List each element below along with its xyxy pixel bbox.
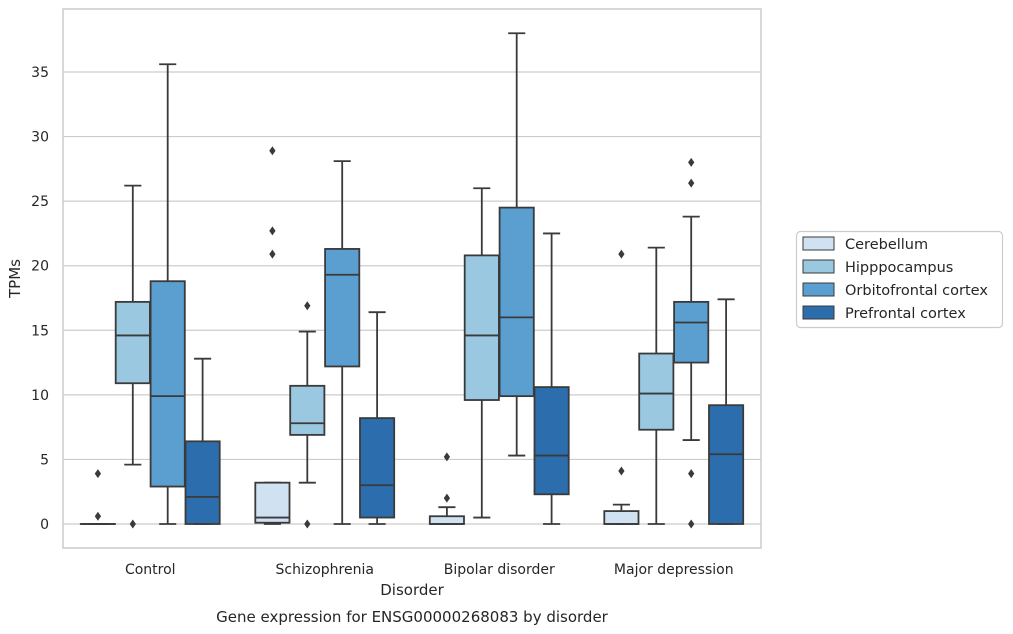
box-major-depression-orbitofrontal-cortex: [673, 157, 710, 529]
box-body: [708, 404, 745, 525]
y-axis-label: TPMs: [6, 259, 24, 299]
box-body: [533, 386, 570, 496]
y-tick-label: 5: [40, 452, 49, 468]
box-control-hipppocampus: [114, 184, 151, 529]
legend-swatch: [802, 236, 835, 251]
legend-label: Prefrontal cortex: [845, 306, 966, 322]
legend-swatch: [802, 282, 835, 297]
outlier-point: [688, 178, 695, 188]
outlier-point: [304, 301, 311, 311]
y-tick-label: 20: [31, 259, 49, 275]
legend: Cerebellum Hipppocampus Orbitofrontal cort…: [795, 230, 1004, 329]
box-bipolar-disorder-cerebellum: [428, 452, 465, 525]
box-schizophrenia-cerebellum: [254, 146, 291, 525]
box-body: [603, 510, 640, 525]
box-body: [254, 481, 291, 524]
box-control-cerebellum: [79, 469, 116, 525]
legend-item: Orbitofrontal cortex: [802, 282, 988, 299]
box-body: [673, 300, 710, 364]
legend-item: Hipppocampus: [802, 259, 953, 276]
box-body: [114, 300, 151, 385]
outlier-point: [269, 226, 276, 236]
box-schizophrenia-hipppocampus: [289, 301, 326, 529]
y-tick-label: 25: [31, 194, 49, 210]
outlier-point: [688, 469, 695, 479]
box-control-prefrontal-cortex: [184, 357, 221, 525]
legend-item: Prefrontal cortex: [802, 305, 966, 322]
legend-item: Cerebellum: [802, 236, 928, 253]
x-tick-label: Bipolar disorder: [444, 562, 555, 578]
legend-label: Hipppocampus: [845, 260, 953, 276]
y-tick-label: 30: [31, 130, 49, 146]
outlier-point: [688, 157, 695, 167]
box-body: [184, 440, 221, 525]
box-body: [498, 206, 535, 398]
box-bipolar-disorder-prefrontal-cortex: [533, 232, 570, 525]
outlier-point: [443, 452, 451, 462]
box-body: [289, 384, 326, 436]
legend-frame: [795, 230, 1004, 329]
outlier-point: [618, 466, 625, 476]
box-bipolar-disorder-orbitofrontal-cortex: [498, 32, 535, 457]
box-major-depression-hipppocampus: [638, 246, 675, 525]
outlier-point: [304, 519, 311, 529]
legend-label: Cerebellum: [845, 237, 928, 253]
legend-label: Orbitofrontal cortex: [845, 283, 988, 299]
y-tick-label: 10: [31, 388, 49, 404]
box-major-depression-prefrontal-cortex: [708, 298, 745, 525]
y-tick-label: 0: [40, 517, 49, 533]
box-body: [428, 515, 465, 525]
box-body: [149, 280, 186, 488]
x-axis-label: Disorder: [380, 581, 444, 599]
legend-swatch: [802, 259, 835, 274]
x-tick-label: Major depression: [614, 562, 734, 578]
outlier-point: [94, 469, 102, 479]
plot-frame: [62, 8, 762, 549]
outlier-point: [129, 519, 136, 529]
outlier-point: [269, 249, 276, 259]
legend-swatch: [802, 305, 835, 320]
outlier-point: [94, 511, 102, 521]
box-schizophrenia-prefrontal-cortex: [359, 311, 396, 525]
box-bipolar-disorder-hipppocampus: [463, 187, 500, 519]
box-body: [359, 417, 396, 519]
box-series: [79, 32, 745, 529]
y-tick-label: 15: [31, 323, 49, 339]
box-body: [324, 248, 361, 368]
x-tick-label: Control: [125, 562, 176, 578]
x-tick-labels: Control Schizophrenia Bipolar disorder Majo…: [125, 562, 734, 578]
box-major-depression-cerebellum: [603, 249, 640, 525]
chart-title: Gene expression for ENSG00000268083 by d…: [216, 608, 609, 626]
box-body: [463, 254, 500, 401]
box-schizophrenia-orbitofrontal-cortex: [324, 160, 361, 525]
outlier-point: [618, 249, 625, 259]
y-tick-label: 35: [31, 65, 49, 81]
x-tick-label: Schizophrenia: [276, 562, 374, 578]
outlier-point: [269, 146, 276, 156]
y-tick-labels: 0 5 10 15 20 25 30 35: [31, 65, 49, 533]
box-body: [638, 352, 675, 431]
outlier-point: [688, 519, 695, 529]
outlier-point: [443, 493, 451, 503]
box-control-orbitofrontal-cortex: [149, 63, 186, 525]
